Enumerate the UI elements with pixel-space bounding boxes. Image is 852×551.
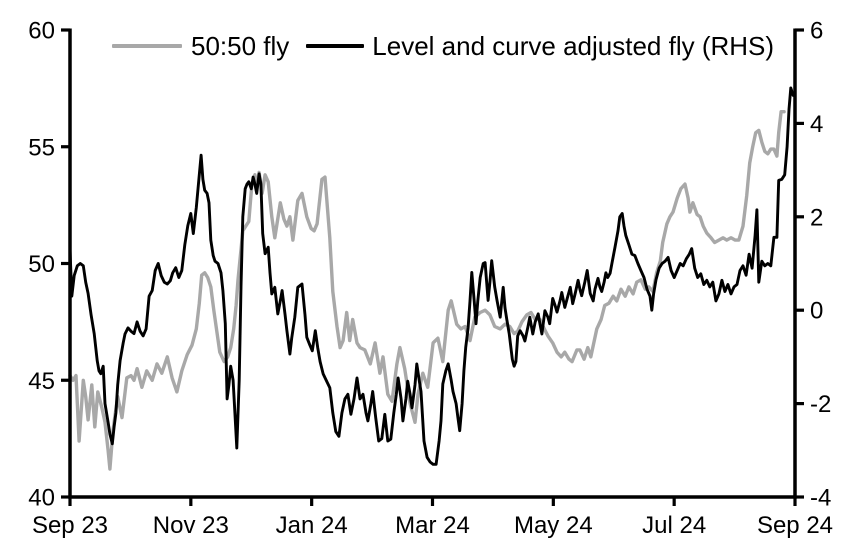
y-right-tick-label: 2 <box>810 204 823 231</box>
series-line-adjusted-fly <box>68 86 795 466</box>
x-axis-tick-label: Jan 24 <box>276 512 348 539</box>
legend-label-adjusted-fly: Level and curve adjusted fly (RHS) <box>372 31 775 61</box>
y-right-tick-label: -4 <box>810 485 831 512</box>
y-right-tick-label: 4 <box>810 111 823 138</box>
series-line-5050-fly <box>68 109 786 471</box>
y-left-tick-label: 60 <box>28 18 55 45</box>
axes-frame <box>68 28 797 499</box>
x-axis-tick-label: Sep 24 <box>757 512 833 539</box>
y-left-tick-label: 45 <box>28 368 55 395</box>
y-right-tick-label: -2 <box>810 391 831 418</box>
chart-legend: 50:50 fly Level and curve adjusted fly (… <box>112 33 774 59</box>
y-left-tick-label: 55 <box>28 134 55 161</box>
x-axis-tick-label: Nov 23 <box>153 512 229 539</box>
legend-label-5050-fly: 50:50 fly <box>191 31 290 61</box>
legend-line-swatch-5050-fly <box>112 44 182 48</box>
x-axis-tick-label: May 24 <box>514 512 593 539</box>
x-axis-tick-label: Jul 24 <box>642 512 706 539</box>
y-left-tick-label: 40 <box>28 485 55 512</box>
x-axis-tick-label: Mar 24 <box>395 512 470 539</box>
y-left-tick-label: 50 <box>28 251 55 278</box>
x-axis-tick-label: Sep 23 <box>32 512 108 539</box>
legend-line-swatch-adjusted-fly <box>306 44 365 48</box>
y-right-tick-label: 0 <box>810 298 823 325</box>
y-right-tick-label: 6 <box>810 18 823 45</box>
